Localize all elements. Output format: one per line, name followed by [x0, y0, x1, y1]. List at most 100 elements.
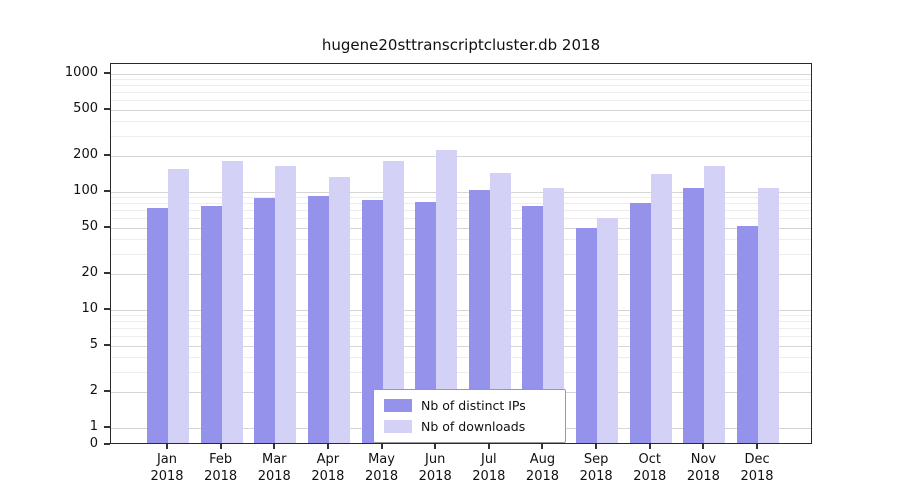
y-tick-mark [104, 272, 110, 275]
x-tick-label-month: Aug [529, 452, 556, 467]
bar-nb-of-downloads-feb [221, 161, 243, 443]
x-tick-label-month: Nov [690, 452, 717, 467]
major-gridline [111, 274, 811, 276]
x-tick-label-year: 2018 [311, 469, 345, 484]
major-gridline [111, 227, 811, 229]
major-gridline [111, 109, 811, 111]
x-tick-label-month: Oct [638, 452, 661, 467]
y-tick-label: 2 [89, 383, 98, 399]
minor-gridline [111, 371, 811, 373]
x-tick-label-month: Jul [480, 452, 497, 467]
bar-nb-of-distinct-ips-oct [629, 202, 651, 443]
y-tick-label: 50 [81, 218, 98, 234]
y-tick-label: 5 [89, 336, 98, 352]
bar-nb-of-distinct-ips-apr [307, 195, 329, 443]
y-tick-label: 1000 [64, 65, 98, 80]
plot-area [110, 63, 812, 444]
bar-nb-of-distinct-ips-may [361, 200, 383, 443]
bar-nb-of-downloads-mar [275, 165, 297, 443]
minor-gridline [111, 315, 811, 317]
major-gridline [111, 74, 811, 75]
x-tick-label-year: 2018 [686, 469, 720, 484]
x-tick-label-month: Sep [583, 452, 609, 467]
legend-item-downloads: Nb of downloads [384, 419, 555, 434]
x-tick-mark [434, 444, 437, 449]
bar-nb-of-downloads-jun [436, 149, 458, 443]
minor-gridline [111, 197, 811, 199]
x-tick-label-year: 2018 [365, 469, 399, 484]
minor-gridline [111, 336, 811, 338]
minor-gridline [111, 79, 811, 81]
minor-gridline [111, 135, 811, 137]
major-gridline [111, 156, 811, 158]
y-tick-mark [104, 190, 110, 192]
x-tick-label-month: Mar [262, 452, 287, 467]
minor-gridline [111, 238, 811, 240]
legend-label-downloads: Nb of downloads [421, 419, 526, 434]
x-tick-label-year: 2018 [472, 469, 506, 484]
y-tick-label: 0 [89, 436, 98, 451]
bar-nb-of-downloads-oct [650, 173, 672, 443]
y-tick-label: 1 [89, 419, 98, 434]
y-tick-mark [104, 443, 110, 445]
x-tick-mark [487, 444, 490, 449]
y-tick-label: 500 [73, 100, 98, 116]
x-tick-mark [595, 444, 598, 449]
x-tick-mark [648, 444, 651, 449]
major-gridline [111, 345, 811, 347]
legend-swatch-downloads [384, 420, 412, 433]
y-tick-label: 10 [81, 301, 98, 316]
x-tick-label-year: 2018 [525, 469, 560, 484]
x-tick-label-year: 2018 [579, 469, 613, 484]
bar-nb-of-distinct-ips-nov [683, 187, 705, 443]
y-tick-mark [104, 390, 110, 393]
bar-nb-of-downloads-aug [543, 187, 565, 443]
bar-nb-of-distinct-ips-mar [254, 198, 276, 443]
bar-nb-of-downloads-jul [489, 172, 511, 443]
x-tick-label-month: Apr [316, 452, 340, 467]
x-tick-label-year: 2018 [257, 469, 291, 484]
minor-gridline [111, 321, 811, 323]
bar-nb-of-distinct-ips-jul [468, 190, 490, 443]
minor-gridline [111, 120, 811, 122]
x-tick-label-year: 2018 [418, 469, 452, 484]
legend-label-distinct-ips: Nb of distinct IPs [421, 398, 526, 413]
y-tick-mark [104, 107, 110, 110]
bar-nb-of-distinct-ips-feb [200, 206, 222, 443]
bar-nb-of-distinct-ips-sep [576, 227, 598, 443]
x-tick-mark [273, 444, 276, 449]
chart-title: hugene20sttranscriptcluster.db 2018 [321, 36, 601, 54]
bar-nb-of-downloads-jan [168, 169, 189, 443]
x-tick-label-month: Jan [156, 452, 178, 467]
bar-nb-of-downloads-apr [328, 176, 350, 443]
x-tick-label-month: Feb [209, 452, 233, 467]
y-tick-label: 20 [81, 265, 98, 281]
minor-gridline [111, 100, 811, 102]
x-tick-mark [219, 444, 222, 449]
x-tick-mark [380, 444, 383, 449]
minor-gridline [111, 356, 811, 358]
y-tick-mark [104, 343, 110, 346]
x-tick-label-month: Jun [425, 452, 446, 467]
y-tick-label: 200 [73, 147, 98, 163]
minor-gridline [111, 92, 811, 94]
bar-nb-of-distinct-ips-jun [415, 202, 437, 443]
x-tick-mark [756, 444, 759, 449]
y-tick-mark [104, 72, 110, 74]
x-tick-mark [541, 444, 544, 449]
x-tick-label-year: 2018 [204, 469, 238, 484]
legend: Nb of distinct IPs Nb of downloads [373, 389, 566, 443]
minor-gridline [111, 203, 811, 205]
y-tick-mark [104, 154, 110, 157]
legend-item-distinct-ips: Nb of distinct IPs [384, 398, 555, 413]
x-tick-mark [326, 444, 329, 449]
bar-nb-of-distinct-ips-aug [522, 206, 544, 443]
major-gridline [111, 310, 811, 311]
x-tick-mark [702, 444, 705, 449]
y-tick-label: 100 [73, 183, 98, 198]
bar-nb-of-downloads-dec [758, 187, 780, 443]
y-tick-mark [104, 308, 110, 310]
minor-gridline [111, 210, 811, 212]
y-tick-mark [104, 426, 110, 428]
minor-gridline [111, 85, 811, 87]
